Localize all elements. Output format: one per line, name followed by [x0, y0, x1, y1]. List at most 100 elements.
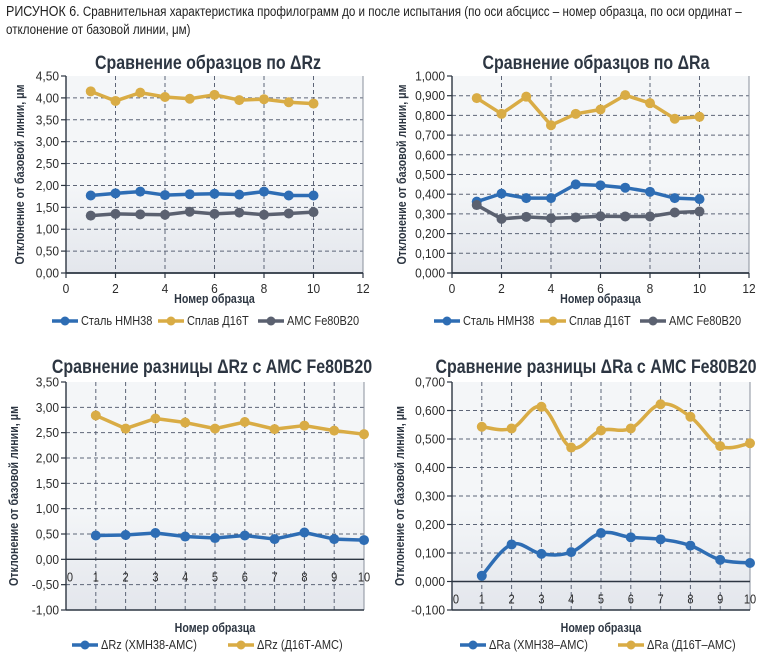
data-point — [521, 211, 532, 222]
data-point — [180, 531, 191, 542]
legend-item: АМС Fe80B20 — [258, 314, 360, 328]
data-point — [596, 528, 606, 539]
x-tick-label: 9 — [331, 569, 337, 584]
data-point — [471, 200, 482, 211]
legend-label: Сталь НМН38 — [463, 314, 535, 328]
legend-marker-icon — [626, 640, 636, 650]
data-point — [595, 180, 606, 191]
data-point — [85, 210, 96, 221]
x-tick-label: 6 — [242, 569, 248, 584]
data-point — [90, 410, 101, 421]
y-tick-label: -0,100 — [411, 603, 445, 618]
y-tick-label: 0,600 — [415, 404, 445, 419]
x-tick-label: 8 — [261, 282, 268, 297]
legend-label: ΔRz (ХМН38-АМС) — [101, 638, 197, 652]
data-point — [685, 411, 696, 422]
data-point — [694, 206, 705, 217]
y-tick-label: 2,50 — [36, 157, 59, 172]
series-line — [90, 209, 314, 218]
data-point — [546, 120, 556, 131]
data-point — [85, 86, 96, 97]
figure-caption-text: Сравнительная характеристика профилограм… — [6, 4, 742, 37]
series-line — [95, 530, 365, 542]
data-point — [308, 190, 319, 201]
data-point — [259, 209, 269, 220]
y-tick-label: 0,50 — [36, 527, 59, 542]
x-tick-label: 1 — [479, 592, 485, 607]
y-tick-label: 1,00 — [36, 502, 59, 517]
x-tick-label: 12 — [356, 282, 369, 297]
data-point — [596, 425, 606, 436]
legend-label: АМС Fe80B20 — [669, 314, 742, 328]
y-tick-label: 1,50 — [36, 200, 59, 215]
series-line — [480, 530, 751, 578]
y-tick-label: 4,50 — [36, 69, 59, 84]
y-tick-label: 0,200 — [415, 227, 445, 242]
y-axis-label: Отклонение от базовой линии, μм — [13, 85, 27, 265]
y-tick-label: -0,50 — [32, 578, 59, 593]
legend-label: АМС Fe80B20 — [287, 314, 360, 328]
x-tick-label: 4 — [182, 569, 188, 584]
legend-item: Сплав Д16Т — [540, 314, 631, 328]
data-point — [669, 207, 680, 218]
x-tick-label: 0 — [453, 592, 459, 607]
y-tick-label: 0,00 — [36, 552, 59, 567]
data-point — [694, 194, 705, 205]
series-gold — [471, 90, 705, 131]
x-tick-label: 10 — [358, 569, 371, 584]
series-line — [476, 182, 700, 204]
x-tick-label: 8 — [301, 569, 307, 584]
data-point — [546, 213, 556, 224]
data-point — [329, 534, 340, 545]
data-point — [506, 423, 517, 434]
data-point — [496, 213, 507, 224]
x-tick-label: 2 — [123, 569, 129, 584]
data-point — [135, 209, 146, 220]
data-point — [210, 423, 220, 434]
data-point — [745, 438, 755, 449]
x-tick-label: 4 — [162, 282, 169, 297]
legend-item: АМС Fe80B20 — [640, 314, 742, 328]
series-line — [475, 93, 700, 127]
data-point — [135, 87, 146, 98]
data-point — [209, 89, 220, 100]
series-line — [481, 402, 751, 450]
legend-marker-icon — [166, 316, 176, 326]
legend-marker-icon — [648, 316, 658, 326]
x-tick-label: 10 — [693, 282, 706, 297]
data-point — [715, 441, 726, 452]
legend-label: ΔRa (ХМН38–АМС) — [489, 638, 588, 652]
x-tick-label: 2 — [509, 592, 515, 607]
x-axis-label: Номер образца — [175, 621, 256, 635]
x-tick-label: 9 — [717, 592, 723, 607]
series-gold — [85, 86, 319, 109]
data-point — [184, 206, 195, 217]
x-tick-label: 6 — [211, 282, 218, 297]
data-point — [694, 111, 705, 122]
y-tick-label: 0,50 — [36, 244, 59, 259]
data-point — [308, 207, 319, 218]
data-point — [521, 193, 532, 204]
legend-marker-icon — [60, 316, 70, 326]
x-tick-label: 4 — [548, 282, 555, 297]
y-tick-label: 3,50 — [36, 375, 59, 390]
data-point — [595, 104, 606, 115]
x-tick-label: 7 — [272, 569, 278, 584]
y-tick-label: 0,500 — [415, 168, 445, 183]
x-tick-label: 2 — [498, 282, 505, 297]
y-tick-label: 2,00 — [36, 178, 59, 193]
y-tick-label: 0,700 — [415, 128, 445, 143]
legend-marker-icon — [236, 640, 246, 650]
y-tick-label: 1,000 — [415, 69, 445, 84]
data-point — [210, 533, 220, 544]
x-axis-label: Номер образца — [174, 292, 255, 306]
data-point — [471, 93, 482, 104]
y-tick-label: 0,300 — [415, 207, 445, 222]
chart-title: Сравнение образцов по ΔRa — [483, 52, 710, 74]
y-tick-label: 0,00 — [36, 266, 59, 281]
x-tick-label: 6 — [597, 282, 604, 297]
data-point — [359, 429, 369, 440]
data-point — [239, 417, 250, 428]
